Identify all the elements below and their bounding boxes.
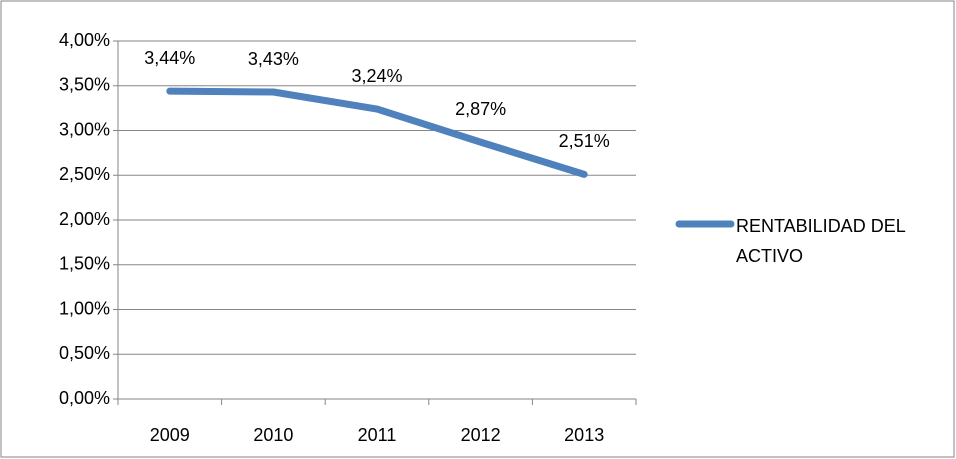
- y-tick-label: 3,50%: [59, 75, 110, 95]
- y-tick-label: 2,50%: [59, 164, 110, 184]
- y-tick-label: 1,00%: [59, 298, 110, 318]
- legend-label: RENTABILIDAD DEL ACTIVO: [736, 216, 906, 266]
- y-tick-label: 3,00%: [59, 119, 110, 139]
- y-tick-label: 1,50%: [59, 254, 110, 274]
- data-label: 3,44%: [144, 48, 195, 68]
- y-tick-label: 0,50%: [59, 343, 110, 363]
- y-tick-label: 0,00%: [59, 388, 110, 408]
- x-tick-label: 2009: [150, 425, 190, 445]
- data-label: 3,43%: [248, 49, 299, 69]
- data-label: 2,51%: [559, 131, 610, 151]
- data-line: [166, 87, 588, 178]
- x-tick-label: 2010: [253, 425, 293, 445]
- y-tick-label: 2,00%: [59, 209, 110, 229]
- y-tick-label: 4,00%: [59, 30, 110, 50]
- x-tick-label: 2011: [358, 425, 397, 445]
- data-label: 3,24%: [351, 66, 402, 86]
- x-tick-label: 2013: [564, 425, 604, 445]
- x-tick-label: 2012: [461, 425, 501, 445]
- data-label: 2,87%: [455, 99, 506, 119]
